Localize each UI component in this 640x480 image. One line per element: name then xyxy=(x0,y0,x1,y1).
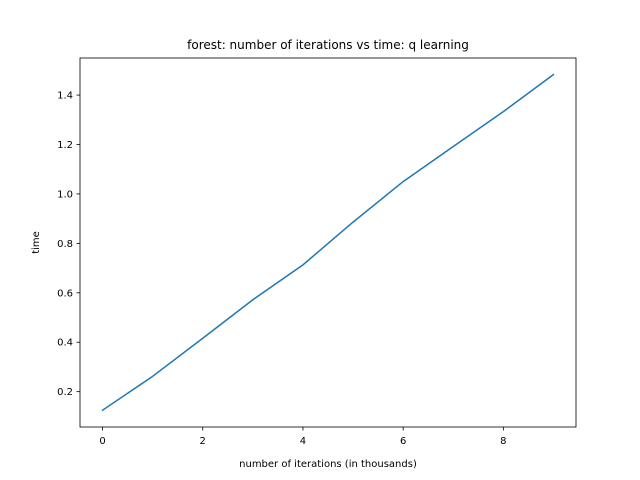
series-line xyxy=(101,73,555,412)
y-tick-label: 1.0 xyxy=(57,189,73,200)
x-tick-label: 8 xyxy=(500,436,506,447)
x-tick-label: 6 xyxy=(400,436,406,447)
x-tick-label: 0 xyxy=(99,436,105,447)
x-tick-label: 2 xyxy=(200,436,206,447)
x-tick-label: 4 xyxy=(300,436,306,447)
chart-title: forest: number of iterations vs time: q … xyxy=(187,38,469,52)
y-tick-label: 0.6 xyxy=(57,288,73,299)
y-tick-label: 1.2 xyxy=(57,140,73,151)
y-tick-label: 1.4 xyxy=(57,91,73,102)
y-axis-title: time xyxy=(31,231,42,254)
plot-frame xyxy=(79,57,577,428)
data-series xyxy=(101,73,555,412)
y-tick-label: 0.4 xyxy=(57,338,73,349)
y-tick-label: 0.8 xyxy=(57,239,73,250)
y-tick-label: 0.2 xyxy=(57,387,73,398)
x-axis-title: number of iterations (in thousands) xyxy=(239,459,417,470)
axis-ticks: 0 2 4 6 8 0.2 0.4 0.6 0.8 1.0 1.2 1.4 xyxy=(57,91,506,447)
